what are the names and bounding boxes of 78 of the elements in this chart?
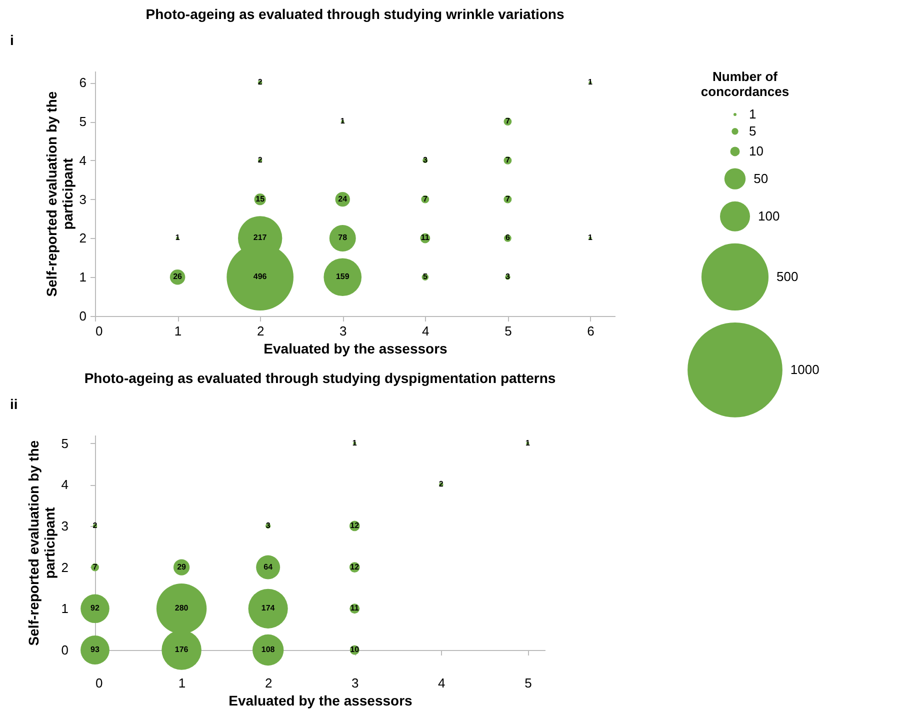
data-label: 174: [261, 604, 276, 613]
y-tick-label: 5: [61, 436, 68, 451]
data-label: 7: [505, 116, 510, 126]
y-tick-label: 1: [79, 270, 86, 285]
chart-title: Photo-ageing as evaluated through studying dyspigmentation patterns: [84, 370, 556, 386]
data-label: 7: [505, 155, 510, 164]
data-label: 1: [352, 438, 358, 448]
data-label: 217: [253, 233, 268, 242]
x-tick-label: 2: [256, 324, 264, 338]
data-label: 12: [350, 520, 360, 530]
data-label: 2: [438, 480, 444, 489]
data-label: 3: [422, 155, 428, 164]
y-tick-label: 4: [61, 477, 68, 492]
data-label: 26: [173, 272, 183, 282]
data-label: 1: [340, 116, 346, 126]
x-tick-label: 5: [504, 324, 512, 338]
data-label: 5: [422, 272, 428, 282]
legend-label: 100: [758, 208, 780, 224]
data-label: 11: [420, 233, 430, 242]
legend-label: 1: [749, 106, 756, 122]
data-label: 78: [338, 233, 348, 242]
y-tick-label: 0: [61, 642, 68, 658]
legend-label: 5: [749, 123, 756, 138]
data-label: 92: [90, 604, 100, 613]
chart-title: Photo-ageing as evaluated through studying wrinkle variations: [146, 6, 564, 22]
y-tick-label: 2: [79, 230, 86, 246]
data-label: 2: [258, 78, 263, 87]
data-label: 1: [588, 78, 594, 87]
y-axis-title: Self-reported evaluation by the participant: [25, 440, 58, 646]
legend-label: 500: [776, 268, 798, 284]
x-tick-label: 3: [340, 324, 347, 338]
data-label: 6: [505, 233, 510, 242]
y-tick-label: 4: [79, 152, 86, 168]
y-tick-label: 5: [79, 114, 86, 130]
data-label: 3: [505, 272, 510, 282]
data-label: 1: [525, 438, 530, 448]
data-label: 29: [177, 562, 187, 572]
data-label: 7: [505, 194, 510, 204]
data-label: 159: [336, 272, 350, 282]
y-tick-label: 3: [79, 192, 86, 207]
data-label: 11: [350, 604, 360, 613]
y-tick-label: 0: [79, 308, 86, 324]
legend-label: 10: [749, 143, 764, 158]
y-tick-label: 6: [79, 75, 86, 90]
text: i: [10, 32, 14, 48]
data-label: 280: [174, 604, 189, 613]
data-label: 496: [253, 272, 268, 282]
legend-label: 50: [754, 170, 768, 186]
data-label: 108: [261, 645, 276, 654]
data-label: 93: [90, 645, 100, 654]
data-label: 10: [350, 645, 360, 654]
x-tick-label: 0: [96, 324, 103, 338]
data-label: 15: [256, 194, 266, 204]
text: ii: [10, 396, 18, 412]
x-tick-label: 4: [438, 676, 446, 690]
x-tick-label: 0: [96, 676, 103, 690]
data-label: 7: [422, 194, 428, 204]
data-label: 24: [338, 194, 348, 204]
x-tick-label: 2: [264, 676, 272, 690]
y-tick-label: 3: [61, 518, 68, 534]
x-axis-title: Evaluated by the assessors: [264, 340, 448, 356]
x-axis-title: Evaluated by the assessors: [228, 692, 413, 708]
data-label: 7: [92, 562, 98, 572]
data-label: 64: [264, 562, 274, 572]
y-axis-title: Self-reported evaluation by the participant: [43, 91, 76, 297]
x-tick-label: 6: [587, 324, 594, 338]
data-label: 3: [266, 520, 271, 530]
legend-label: 1000: [790, 362, 820, 377]
x-tick-label: 4: [422, 324, 430, 338]
y-tick-label: 2: [61, 560, 68, 575]
y-tick-label: 1: [61, 601, 68, 616]
x-tick-label: 1: [174, 324, 182, 338]
x-tick-label: 5: [524, 676, 532, 690]
x-tick-label: 1: [178, 676, 186, 690]
x-tick-label: 3: [352, 676, 359, 690]
data-label: 12: [350, 562, 360, 572]
legend-title: Number of concordances: [700, 69, 790, 99]
data-label: 176: [174, 645, 189, 654]
